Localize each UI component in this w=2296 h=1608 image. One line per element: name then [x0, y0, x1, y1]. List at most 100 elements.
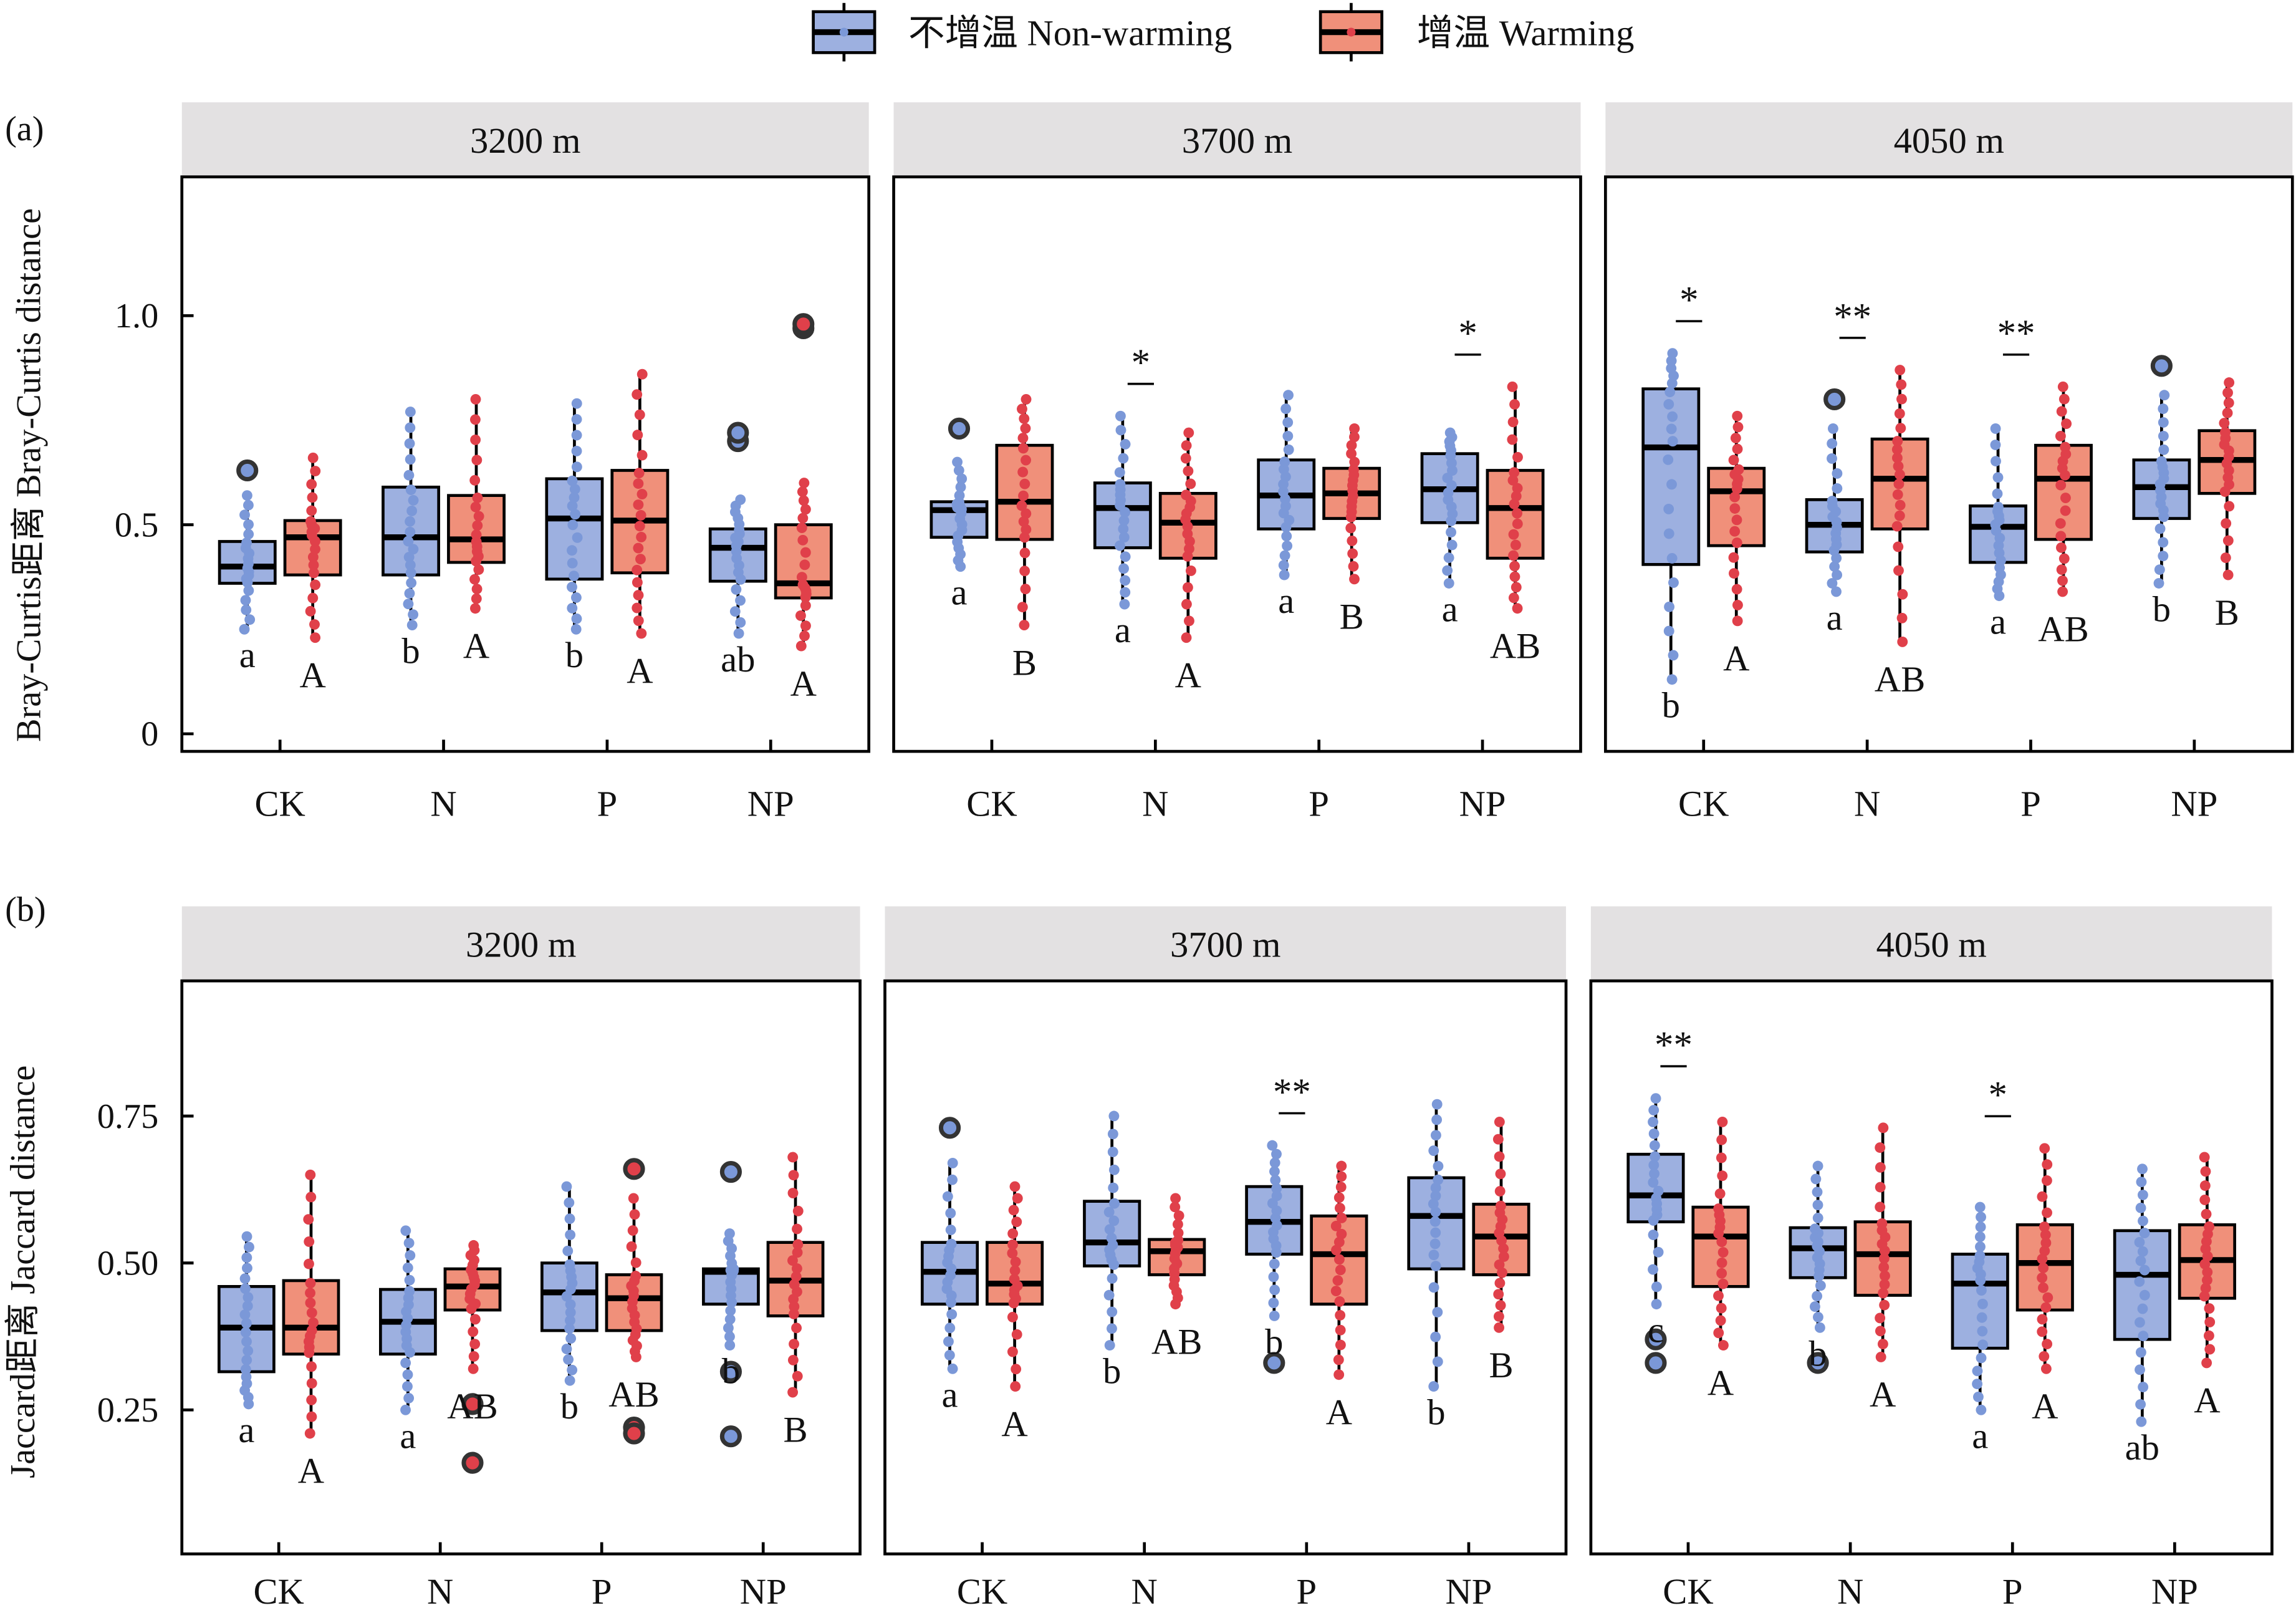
data-point: [733, 628, 744, 639]
box-warm: A: [1310, 1160, 1368, 1432]
significance-letter: a: [238, 1410, 254, 1450]
data-point: [1009, 1265, 1021, 1276]
data-point: [1893, 541, 1904, 552]
data-point: [1893, 565, 1904, 576]
data-point: [1809, 1301, 1820, 1312]
panel-label: (b): [5, 890, 46, 929]
data-point: [571, 613, 582, 624]
data-point: [305, 1288, 315, 1299]
data-point: [1896, 612, 1908, 623]
data-point: [306, 1411, 317, 1422]
significance-letter: a: [1115, 610, 1131, 650]
data-point: [1331, 1245, 1342, 1256]
data-point: [1335, 1182, 1347, 1193]
data-point: [1976, 1404, 1987, 1415]
data-point: [403, 1238, 415, 1249]
significance-letter: c: [1648, 1310, 1664, 1350]
data-point: [2154, 523, 2166, 534]
data-point: [306, 479, 317, 490]
significance-stars: **: [1273, 1071, 1311, 1113]
box-warm: A: [1691, 1116, 1750, 1403]
data-point: [1815, 1280, 1826, 1291]
data-point: [1017, 403, 1027, 415]
data-point: [1715, 1315, 1726, 1326]
data-point: [1007, 1228, 1019, 1239]
data-point: [239, 509, 250, 521]
data-point: [241, 1317, 252, 1329]
data-point: [1283, 444, 1294, 455]
data-point: [1895, 365, 1906, 375]
data-point: [1716, 1152, 1727, 1163]
significance-letter: a: [1990, 602, 2006, 642]
box-warm: A: [610, 368, 670, 691]
data-point: [1433, 1174, 1444, 1185]
data-point: [2135, 1202, 2146, 1213]
data-point: [787, 1188, 799, 1198]
data-point: [306, 1394, 317, 1405]
data-point: [1732, 600, 1743, 610]
data-point: [1443, 578, 1454, 589]
data-point: [636, 531, 647, 542]
data-point: [1114, 540, 1125, 551]
data-point: [1974, 1250, 1986, 1261]
data-point: [1114, 467, 1125, 478]
data-point: [1717, 1247, 1729, 1258]
data-point: [1493, 1311, 1504, 1322]
data-point: [1181, 632, 1192, 643]
significance-letter: b: [2153, 589, 2171, 629]
data-point: [632, 430, 643, 441]
significance-letter: B: [1340, 597, 1364, 637]
data-point: [468, 1363, 479, 1374]
data-point: [565, 1307, 576, 1318]
data-point: [2199, 1195, 2211, 1205]
data-point: [1729, 491, 1741, 503]
data-point: [1279, 569, 1290, 580]
outlier-point: [792, 313, 815, 335]
data-point: [2138, 1215, 2148, 1226]
data-point: [571, 445, 582, 456]
data-point: [305, 1192, 317, 1203]
data-point: [1271, 1148, 1282, 1160]
data-point: [2158, 430, 2169, 441]
data-point: [947, 1157, 958, 1168]
data-point: [724, 1340, 736, 1351]
data-point: [403, 599, 414, 610]
data-point: [1827, 496, 1838, 506]
data-point: [469, 1314, 481, 1325]
data-point: [1183, 427, 1194, 438]
significance-letter: B: [1012, 642, 1037, 683]
data-point: [2222, 387, 2233, 398]
data-point: [798, 495, 809, 506]
data-point: [408, 544, 419, 555]
data-point: [403, 1393, 415, 1403]
data-point: [1428, 1249, 1439, 1261]
x-tick-label: N: [1131, 1571, 1158, 1608]
data-point: [305, 516, 316, 527]
data-point: [1021, 508, 1032, 519]
plot-frame: [892, 175, 1582, 753]
panel-label: (a): [5, 110, 44, 148]
box-non: a: [1805, 388, 1864, 638]
data-point: [2139, 1228, 2150, 1238]
data-point: [1268, 1271, 1279, 1283]
data-point: [1011, 1364, 1022, 1375]
data-point: [1666, 423, 1677, 435]
data-point: [2204, 1303, 2215, 1314]
significance-stars: **: [1997, 313, 2035, 355]
data-point: [1893, 478, 1905, 489]
data-point: [1330, 1286, 1342, 1296]
data-point: [945, 1225, 956, 1236]
data-point: [1498, 1243, 1509, 1254]
data-point: [567, 1364, 578, 1375]
data-point: [405, 559, 416, 571]
data-point: [470, 501, 481, 513]
data-point: [1428, 1198, 1439, 1210]
data-point: [1336, 1171, 1347, 1182]
x-tick-label: CK: [254, 783, 305, 824]
box-non: a: [929, 417, 989, 613]
data-point: [470, 434, 481, 445]
data-point: [795, 640, 807, 652]
data-point: [633, 590, 644, 601]
data-point: [2200, 1283, 2211, 1294]
data-point: [1109, 1198, 1120, 1209]
